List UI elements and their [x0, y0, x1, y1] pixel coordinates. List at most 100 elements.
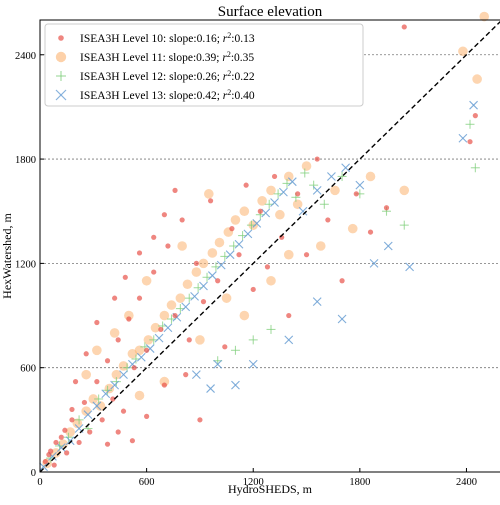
data-point [341, 163, 351, 173]
x-tick-label: 0 [37, 477, 42, 488]
data-point [479, 11, 490, 22]
legend-marker-level-10 [58, 35, 64, 41]
data-point [312, 297, 322, 307]
data-point [191, 267, 202, 277]
data-point [119, 370, 128, 380]
data-point [353, 191, 359, 197]
data-point [222, 344, 228, 350]
data-point [81, 406, 91, 416]
data-point [266, 324, 276, 334]
data-point [172, 312, 178, 319]
y-tick-label: 0 [31, 468, 36, 479]
data-point [109, 328, 120, 338]
data-point [83, 351, 89, 357]
data-point [230, 345, 240, 355]
data-point [470, 163, 480, 173]
legend-entry-level-10: ISEA3H Level 10: slope:0.16; r2:0.13 [80, 31, 255, 46]
data-point [183, 372, 189, 378]
data-point [234, 239, 244, 249]
data-point [365, 171, 376, 182]
data-point [150, 322, 161, 333]
data-point [62, 427, 68, 433]
data-point [270, 198, 279, 207]
data-point [472, 74, 482, 84]
data-point [369, 258, 379, 268]
data-point [399, 185, 410, 196]
data-point [131, 365, 137, 371]
data-point [51, 462, 57, 468]
data-point [231, 380, 240, 390]
data-point [58, 434, 64, 440]
chart-title: Surface elevation [218, 4, 323, 20]
data-point [472, 113, 478, 119]
data-point [177, 241, 187, 251]
data-point [197, 417, 203, 423]
data-point [243, 182, 249, 188]
data-point [65, 427, 76, 437]
data-point [207, 198, 214, 204]
data-point [72, 379, 79, 385]
data-point [195, 335, 205, 345]
data-point [172, 187, 178, 193]
data-point [92, 401, 102, 411]
data-point [347, 223, 358, 234]
data-point [136, 295, 143, 301]
data-point [124, 310, 134, 321]
data-point [271, 173, 278, 180]
data-point [94, 379, 100, 385]
y-tick-label: 2400 [15, 51, 36, 62]
data-point [141, 275, 152, 286]
data-point [214, 237, 225, 248]
data-point [101, 389, 111, 399]
data-point [325, 217, 331, 223]
data-point [204, 189, 214, 199]
data-point [239, 206, 250, 217]
data-point [207, 271, 217, 280]
data-point [301, 161, 312, 171]
data-point [309, 180, 319, 190]
data-point [236, 252, 242, 258]
data-point [74, 415, 84, 425]
data-point [283, 171, 294, 182]
legend-entry-level-13: ISEA3H Level 13: slope:0.42; r2:0.40 [80, 88, 255, 103]
data-point [248, 335, 258, 345]
legend-box [44, 23, 364, 107]
data-point [286, 312, 292, 319]
data-point [87, 429, 93, 435]
data-point [319, 199, 329, 209]
data-point [143, 335, 154, 345]
data-point [216, 260, 226, 270]
data-point [206, 384, 215, 393]
data-point [151, 269, 157, 275]
data-point [300, 168, 310, 178]
data-point [199, 281, 208, 291]
data-point [65, 436, 75, 446]
data-point [118, 361, 129, 371]
data-point [383, 205, 390, 211]
data-point [181, 302, 191, 312]
data-point [469, 100, 478, 110]
data-point [257, 208, 263, 214]
data-point [134, 390, 145, 401]
data-point [120, 408, 127, 414]
data-point [337, 314, 347, 324]
data-point [69, 406, 75, 413]
data-point [292, 199, 303, 210]
data-point [42, 458, 48, 465]
data-point [193, 260, 199, 266]
data-point [46, 452, 52, 458]
data-point [252, 219, 262, 228]
data-point [266, 275, 276, 286]
data-point [151, 234, 157, 240]
data-point [303, 252, 310, 258]
data-point [383, 241, 393, 251]
data-point [104, 358, 111, 364]
legend-marker-level-13 [55, 89, 67, 101]
data-point [104, 383, 115, 394]
data-point [126, 316, 132, 322]
data-point [314, 156, 320, 162]
data-point [248, 359, 258, 369]
data-point [458, 46, 468, 57]
